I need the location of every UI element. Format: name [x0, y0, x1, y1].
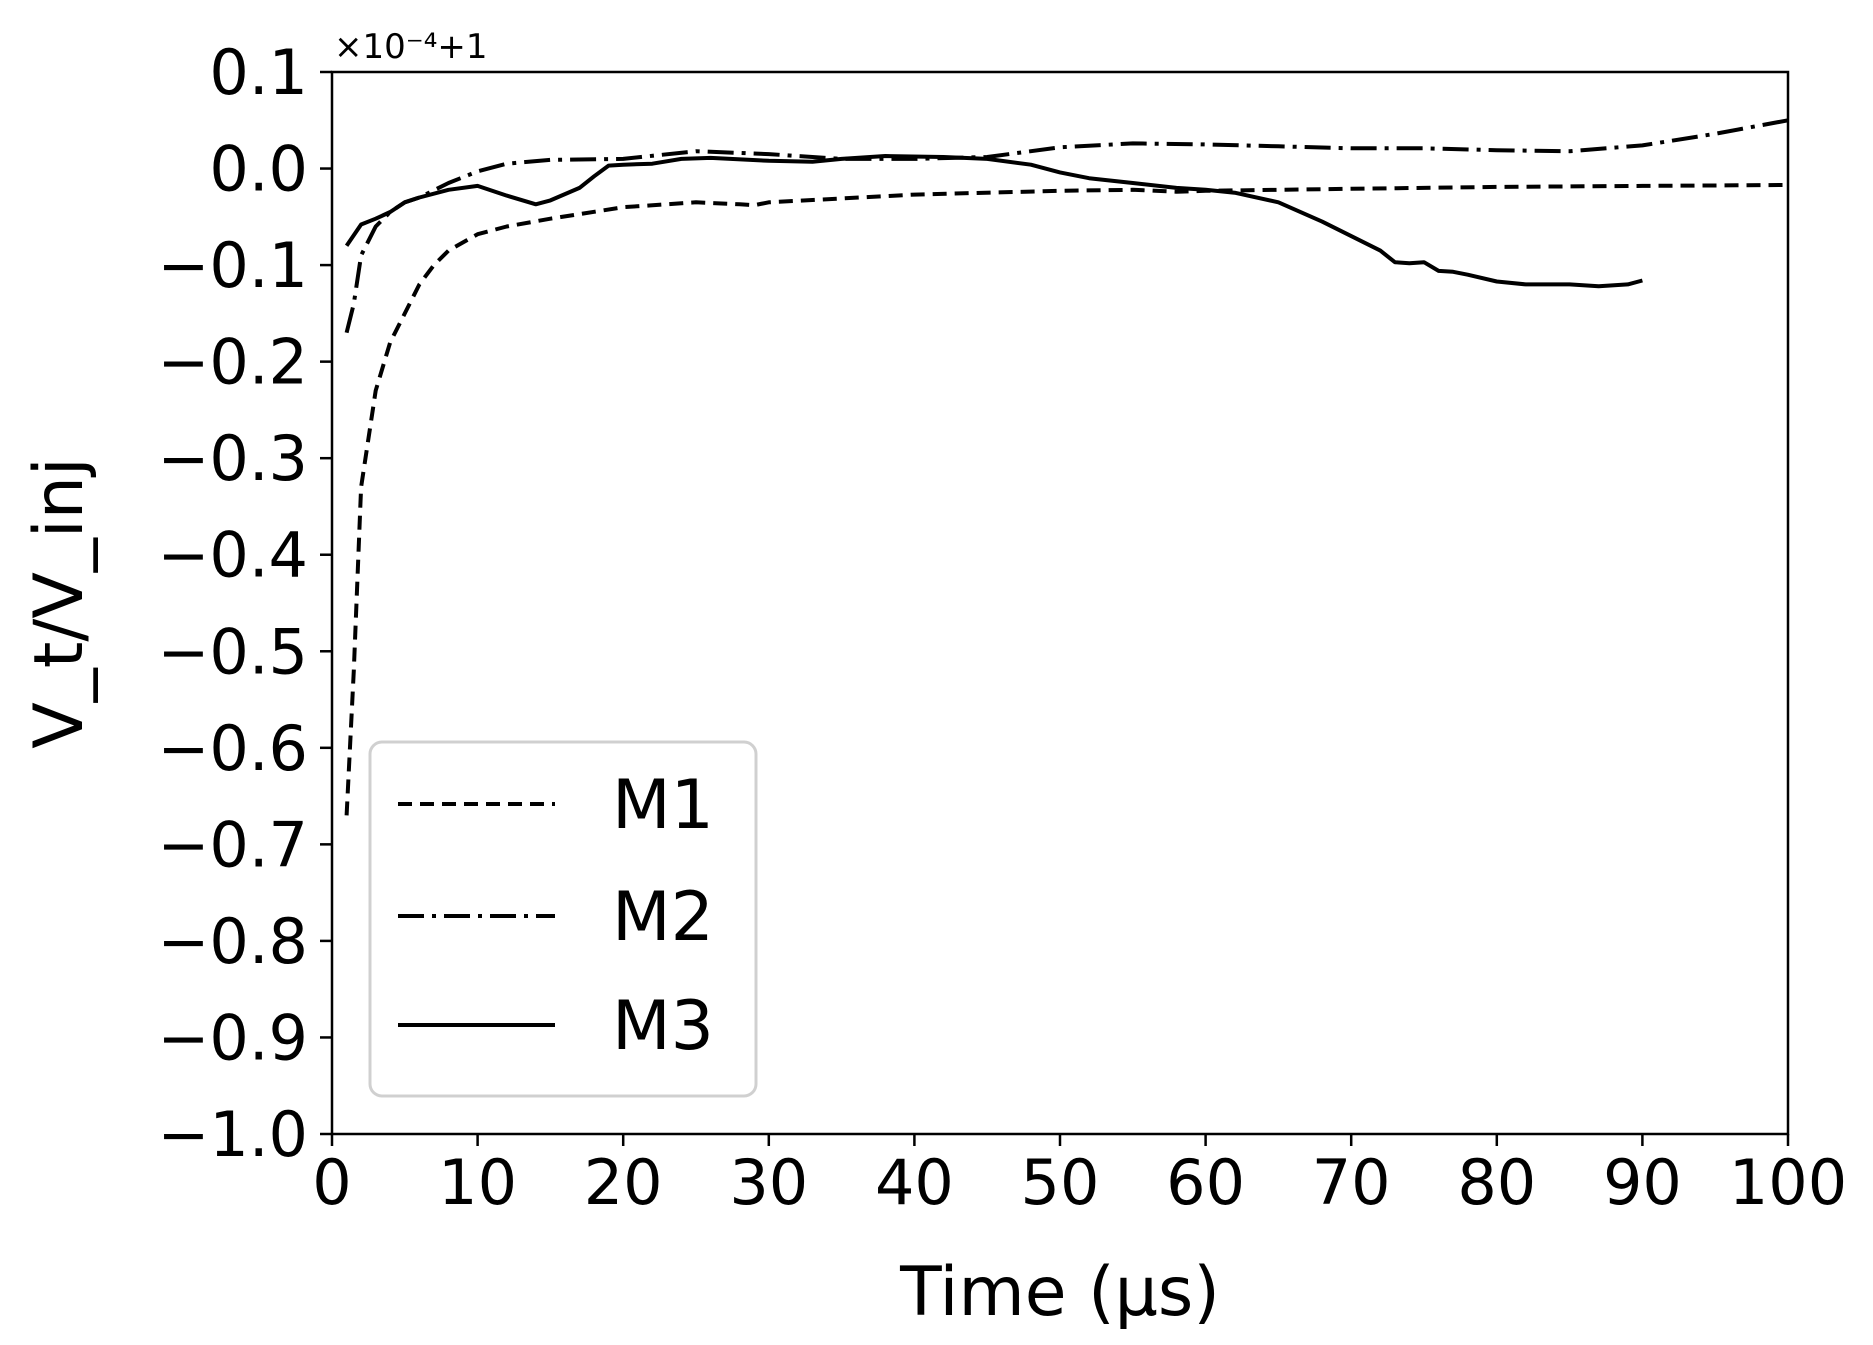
- y-axis-label: V_t/V_inj: [20, 457, 99, 749]
- x-tick-label: 50: [1021, 1146, 1100, 1219]
- x-axis-label: Time (μs): [899, 1253, 1220, 1332]
- series-line-m3: [344, 154, 1643, 289]
- x-tick-label: 0: [312, 1146, 351, 1219]
- offset-label: ×10⁻⁴+1: [334, 27, 487, 67]
- x-tick-label: 30: [729, 1146, 808, 1219]
- x-tick-label: 10: [438, 1146, 517, 1219]
- y-tick-label: −0.3: [157, 422, 308, 495]
- legend-label-m3: M3: [612, 987, 714, 1066]
- legend-label-m2: M2: [612, 878, 714, 957]
- y-tick-label: 0.1: [209, 36, 308, 109]
- y-tick-label: −0.1: [157, 229, 308, 302]
- x-tick-label: 40: [875, 1146, 954, 1219]
- y-tick-label: 0.0: [209, 133, 308, 206]
- x-axis-ticks: 0 10 20 30 40 50 60 70 80 90 100: [312, 1134, 1847, 1219]
- y-tick-label: −0.8: [157, 905, 308, 978]
- y-tick-label: −1.0: [157, 1098, 308, 1171]
- y-tick-label: −0.7: [157, 808, 308, 881]
- x-tick-label: 100: [1729, 1146, 1847, 1219]
- y-tick-label: −0.9: [157, 1001, 308, 1074]
- y-tick-label: −0.6: [157, 712, 308, 785]
- legend-label-m1: M1: [612, 766, 714, 845]
- x-tick-label: 90: [1603, 1146, 1682, 1219]
- legend-frame: [368, 740, 758, 1098]
- y-tick-label: −0.5: [157, 615, 308, 688]
- x-tick-label: 60: [1166, 1146, 1245, 1219]
- y-tick-label: −0.2: [157, 326, 308, 399]
- legend: M1 M2 M3: [368, 740, 758, 1098]
- series-layer: [344, 118, 1789, 816]
- series-line-m1: [344, 183, 1789, 816]
- y-tick-label: −0.4: [157, 519, 308, 592]
- x-tick-label: 20: [584, 1146, 663, 1219]
- x-tick-label: 80: [1457, 1146, 1536, 1219]
- y-axis-label-text: V_t/V_inj: [20, 457, 99, 749]
- x-tick-label: 70: [1312, 1146, 1391, 1219]
- y-axis-ticks: 0.1 0.0 −0.1 −0.2 −0.3 −0.4 −0.5 −0.6 −0.7 −0.8 −0…: [157, 36, 332, 1171]
